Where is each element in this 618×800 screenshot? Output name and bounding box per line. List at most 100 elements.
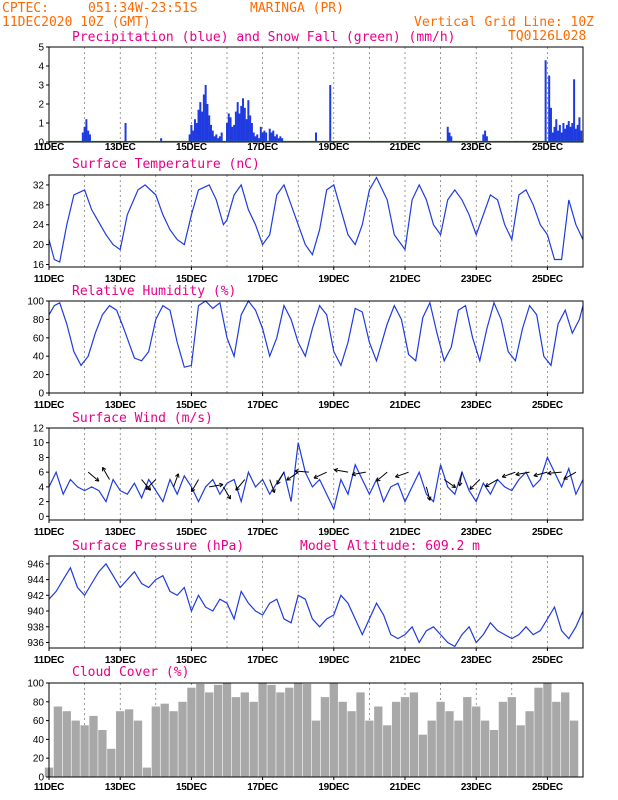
precip-bar [557, 130, 560, 142]
precip-bar [204, 85, 207, 142]
precip-bar [560, 132, 563, 142]
y-tick-label: 100 [27, 297, 44, 308]
y-tick-label: 0 [38, 512, 44, 523]
precip-bar [258, 138, 261, 142]
y-tick-label: 16 [33, 260, 45, 271]
precip-bar [548, 75, 551, 142]
wind-arrow [269, 479, 275, 493]
x-tick-label: 13DEC [105, 655, 136, 666]
wind-arrow-head [96, 477, 100, 482]
cloud-bar [374, 706, 383, 777]
y-tick-label: 2 [38, 100, 44, 111]
precip-bar [242, 98, 245, 142]
x-tick-label: 13DEC [105, 274, 136, 285]
cloud-bar [427, 720, 436, 777]
cloud-bar [116, 711, 125, 777]
precip-bar [573, 79, 576, 142]
wind-arrow-head [395, 473, 399, 478]
precip-bar [265, 132, 268, 142]
precip-bar [275, 134, 278, 142]
y-tick-label: 32 [33, 180, 45, 191]
wind-arrow-head [149, 486, 152, 491]
y-tick-label: 4 [38, 62, 44, 73]
precip-bar [193, 119, 196, 142]
wind-arrow [313, 471, 327, 479]
x-tick-label: 19DEC [318, 782, 349, 793]
panel-annotation: Model Altitude: 609.2 m [300, 539, 480, 554]
cloud-bar [294, 683, 303, 777]
x-tick-label: 23DEC [461, 655, 492, 666]
precip-bar [240, 105, 243, 142]
cloud-bar [107, 748, 116, 777]
cloud-bar [561, 692, 570, 777]
precip-bar [450, 136, 453, 142]
x-tick-label: 19DEC [318, 655, 349, 666]
panel-frame [48, 174, 584, 268]
cloud-bar [472, 706, 481, 777]
y-tick-label: 80 [33, 697, 45, 708]
precip-bar [567, 121, 570, 142]
y-tick-label: 1 [38, 119, 44, 130]
wind-arrow [443, 479, 456, 488]
cloud-bar [160, 703, 169, 777]
cloud-bar [391, 701, 401, 777]
wind-arrow [173, 473, 179, 488]
cloud-bar [205, 692, 214, 777]
wind-arrow [87, 471, 100, 482]
cloud-bar [231, 697, 241, 777]
precip-bar [270, 132, 273, 142]
pressure-panel: 936 938 940 942 944 946 11DEC 13DEC 15DEC 17DEC 19… [27, 539, 584, 666]
x-tick-label: 13DEC [105, 142, 136, 153]
precip-bar [485, 136, 488, 142]
precip-bar [272, 130, 275, 142]
wind-arrow-head [501, 473, 506, 478]
precip-bar [88, 134, 91, 142]
precip-bar [315, 132, 317, 142]
x-tick-label: 15DEC [176, 655, 207, 666]
x-tick-label: 11DEC [34, 655, 64, 666]
wind-arrow [485, 479, 498, 487]
y-tick-label: 3 [38, 81, 44, 92]
wind-arrow-head [453, 483, 457, 488]
precip-bar [571, 123, 574, 142]
y-tick-label: 940 [27, 607, 44, 618]
precip-bar [220, 132, 223, 142]
y-tick-label: 10 [33, 438, 45, 449]
cloud-bar [213, 684, 223, 777]
wind-arrow [294, 470, 309, 473]
cloud-bar [187, 687, 196, 777]
precip-bar [553, 126, 556, 142]
y-tick-label: 28 [33, 200, 45, 211]
wind-arrow-head [276, 481, 281, 485]
precip-bar [446, 126, 449, 142]
x-tick-label: 17DEC [247, 142, 278, 153]
precip-bar [192, 130, 195, 142]
panel-frame [48, 427, 584, 521]
cloud-bar [258, 683, 267, 777]
precip-bar [279, 136, 282, 142]
wind-arrow-head [351, 471, 356, 475]
wind-arrow-head [376, 479, 381, 482]
cloud-bar [196, 683, 205, 777]
precip-bar [551, 132, 554, 142]
wind-arrow [563, 471, 577, 480]
y-tick-label: 5 [38, 43, 44, 54]
x-tick-label: 15DEC [176, 274, 207, 285]
cloud-bar [543, 683, 552, 777]
wind-arrow-head [351, 474, 357, 477]
cloud-bar [454, 720, 463, 777]
y-tick-label: 24 [33, 220, 45, 231]
x-tick-label: 13DEC [105, 527, 136, 538]
precip-bar [274, 136, 277, 142]
wind-arrow-head [226, 496, 231, 500]
cloud-bar [178, 701, 187, 777]
wind-arrow-head [102, 466, 107, 470]
x-tick-label: 17DEC [247, 782, 278, 793]
wind-arrow-head [177, 473, 180, 478]
cloud-bar [463, 697, 472, 777]
cloud-bar [507, 697, 516, 777]
wind-arrow-head [94, 479, 99, 482]
wind-arrow-head [533, 475, 538, 478]
precip-bar [226, 123, 228, 142]
